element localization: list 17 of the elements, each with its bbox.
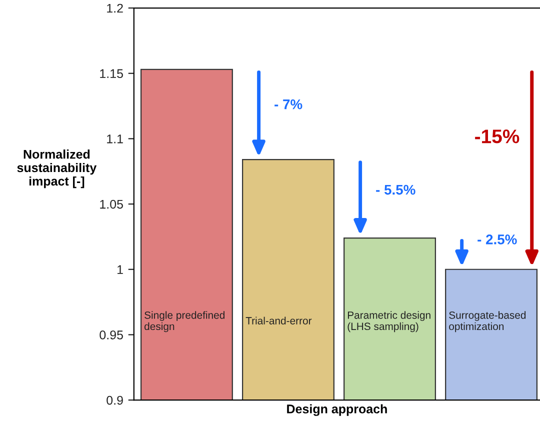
annotation: - 7% bbox=[274, 99, 302, 110]
y-tick-label: 1.05 bbox=[100, 200, 123, 209]
x-tick-label: Trial-and-error bbox=[246, 316, 312, 324]
y-axis-title: Normalized sustainability impact [-] bbox=[17, 150, 97, 188]
x-axis-title: Design approach bbox=[287, 404, 387, 416]
x-tick-label: Surrogate-based optimization bbox=[449, 311, 526, 332]
x-tick-label: Single predefined design bbox=[144, 311, 224, 332]
annotation: - 5.5% bbox=[376, 184, 416, 195]
y-tick-label: 1.1 bbox=[107, 134, 123, 144]
y-tick-label: 1.2 bbox=[107, 4, 123, 13]
annotation: - 2.5% bbox=[478, 234, 517, 244]
y-tick-label: 1 bbox=[118, 265, 123, 274]
y-tick-label: 0.9 bbox=[106, 396, 123, 405]
annotation: -15% bbox=[475, 130, 520, 144]
y-tick-label: 0.95 bbox=[100, 330, 123, 340]
x-tick-label: Parametric design (LHS sampling) bbox=[348, 311, 430, 332]
y-tick-label: 1.15 bbox=[100, 69, 123, 78]
